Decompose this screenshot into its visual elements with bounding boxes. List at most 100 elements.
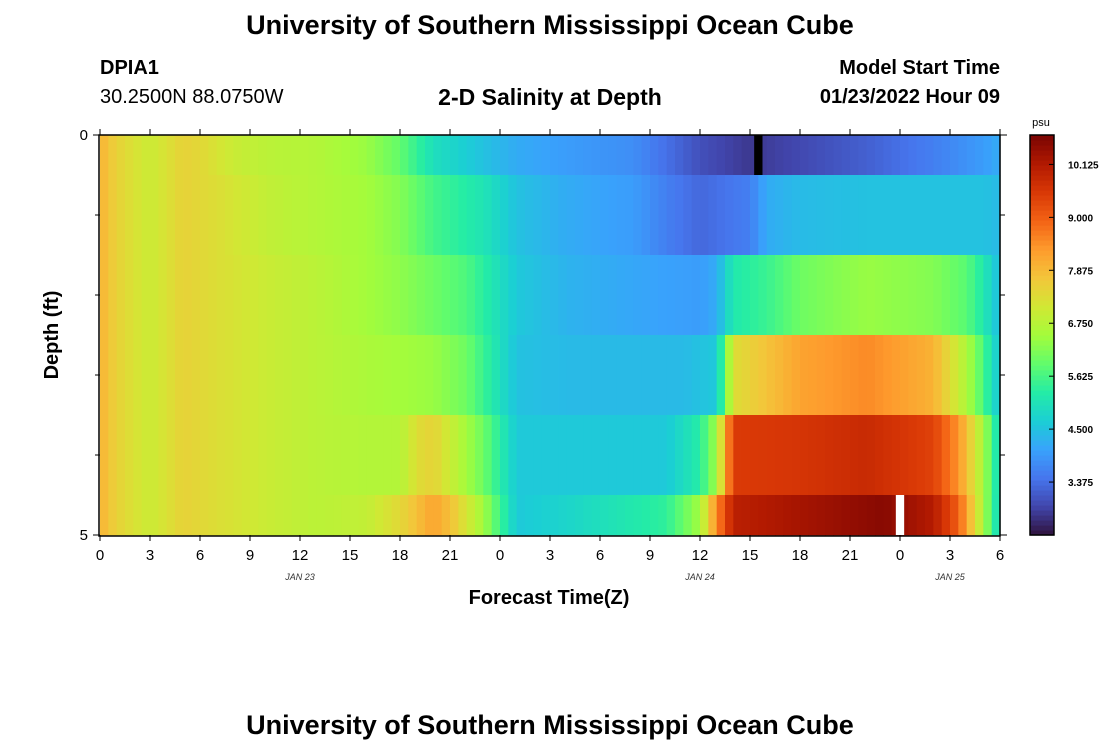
heat-cell (666, 135, 676, 176)
heat-cell (933, 335, 943, 416)
heat-cell (991, 135, 1001, 176)
heat-cell (725, 255, 734, 336)
heat-cell (308, 175, 318, 256)
colorbar-segment (1030, 190, 1054, 196)
heat-cell (358, 175, 368, 256)
heat-cell (141, 415, 151, 496)
colorbar-segment (1030, 505, 1054, 511)
heat-cell (925, 495, 934, 536)
heat-cell (400, 175, 409, 256)
heat-cell (700, 135, 709, 176)
heat-cell (250, 335, 259, 416)
heat-cell (316, 495, 326, 536)
heat-cell (341, 255, 351, 336)
colorbar-segment (1030, 440, 1054, 446)
heat-cell (191, 335, 201, 416)
heat-cell (616, 415, 626, 496)
heat-cell (733, 135, 743, 176)
heat-cell (200, 135, 209, 176)
heat-cell (458, 495, 468, 536)
heat-cell (150, 415, 159, 496)
heat-cell (183, 335, 193, 416)
heat-cell (558, 495, 568, 536)
heat-cell (733, 415, 743, 496)
heat-cell (808, 415, 818, 496)
heat-cell (900, 135, 909, 176)
heat-cell (291, 255, 301, 336)
heat-cell (433, 495, 443, 536)
colorbar-segment (1030, 510, 1054, 516)
colorbar-segment (1030, 140, 1054, 146)
heat-cell (608, 135, 618, 176)
heat-cell (566, 415, 576, 496)
heat-cell (241, 495, 251, 536)
heat-cell (141, 175, 151, 256)
heat-cell (858, 175, 868, 256)
heat-cell (958, 415, 968, 496)
heat-cell (883, 495, 893, 536)
heat-cell (258, 135, 268, 176)
heat-cell (241, 135, 251, 176)
heat-cell (316, 415, 326, 496)
heat-cell (308, 335, 318, 416)
heat-cell (966, 255, 976, 336)
heat-cell (966, 135, 976, 176)
colorbar-segment (1030, 345, 1054, 351)
heat-cell (991, 175, 1001, 256)
colorbar-segment (1030, 150, 1054, 156)
heat-cell (891, 415, 901, 496)
heat-cell (658, 175, 668, 256)
heat-cell (833, 335, 843, 416)
heat-cell (266, 415, 276, 496)
heat-cell (725, 175, 734, 256)
heat-cell (650, 415, 659, 496)
heat-cell (808, 175, 818, 256)
heat-cell (858, 135, 868, 176)
heat-cell (691, 255, 701, 336)
colorbar-segment (1030, 155, 1054, 161)
heat-cell (783, 415, 793, 496)
heat-cell (316, 135, 326, 176)
colorbar-segment (1030, 330, 1054, 336)
x-tick-label: 6 (196, 547, 204, 564)
heat-cell (283, 135, 293, 176)
heat-cell (241, 255, 251, 336)
heat-cell (933, 255, 943, 336)
heat-cell (158, 135, 168, 176)
heat-cell (816, 135, 826, 176)
heat-cell (508, 135, 518, 176)
heat-cell (658, 415, 668, 496)
heat-cell (275, 335, 284, 416)
heat-cell (900, 415, 909, 496)
heat-cell (725, 335, 734, 416)
heat-cell (591, 135, 601, 176)
heat-cell (266, 135, 276, 176)
heat-cell (308, 255, 318, 336)
colorbar-segment (1030, 195, 1054, 201)
heat-cell (550, 135, 559, 176)
heat-cell (366, 255, 376, 336)
colorbar-segment (1030, 525, 1054, 531)
heat-cell (200, 255, 209, 336)
colorbar-segment (1030, 375, 1054, 381)
heat-cell (833, 415, 843, 496)
y-axis-label: Depth (ft) (41, 291, 63, 380)
x-tick-label: 6 (996, 547, 1004, 564)
heat-cell (616, 335, 626, 416)
heat-cell (516, 335, 526, 416)
heat-cell (608, 415, 618, 496)
heat-cell (791, 415, 801, 496)
heat-cell (108, 415, 118, 496)
heat-cell (425, 175, 434, 256)
heat-cell (391, 335, 401, 416)
heat-cell (875, 135, 884, 176)
heat-cell (600, 175, 609, 256)
colorbar-segment (1030, 165, 1054, 171)
heat-cell (650, 255, 659, 336)
heat-cell (466, 135, 476, 176)
heat-cell (575, 415, 584, 496)
heat-cell (333, 175, 343, 256)
heat-cell (250, 495, 259, 536)
date-label: JAN 24 (684, 572, 715, 582)
heat-cell (983, 415, 993, 496)
